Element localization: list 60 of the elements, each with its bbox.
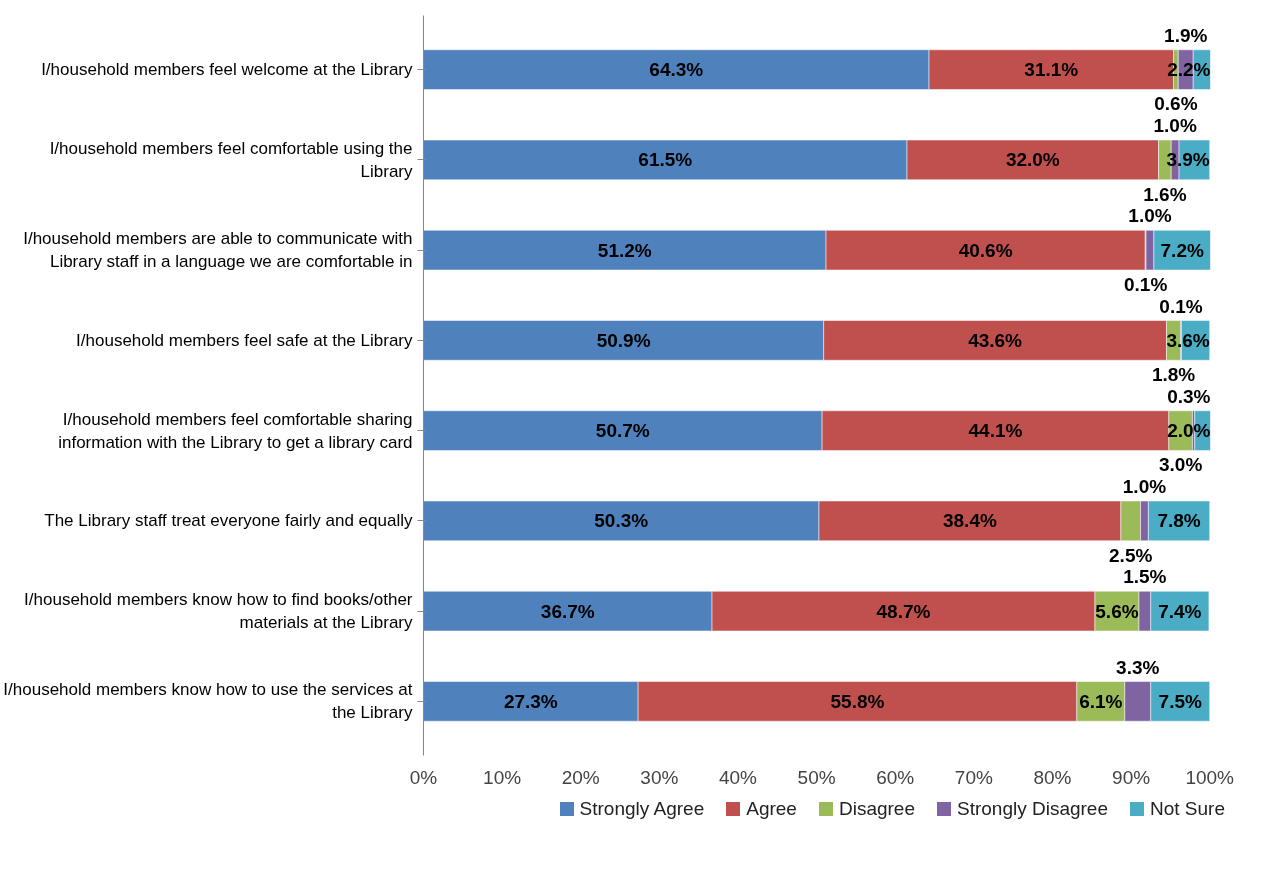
data-label: 0.6% xyxy=(1154,93,1198,115)
data-label: 0.1% xyxy=(1123,273,1168,295)
data-label: 1.5% xyxy=(1123,566,1167,588)
data-label: 5.6% xyxy=(1095,600,1139,622)
x-tick-label: 80% xyxy=(1033,766,1072,788)
x-tick-label: 0% xyxy=(409,766,438,788)
data-label: 36.7% xyxy=(540,600,595,622)
data-label: 43.6% xyxy=(968,329,1023,351)
x-tick-label: 70% xyxy=(954,766,993,788)
x-tick-label: 30% xyxy=(640,766,679,788)
data-label: 1.6% xyxy=(1143,183,1187,205)
x-tick-label: 60% xyxy=(876,766,915,788)
y-tick-label: I/household members feel comfortable using the Library xyxy=(49,138,413,181)
legend-label: Agree xyxy=(746,797,797,821)
data-label: 1.8% xyxy=(1151,364,1196,386)
y-tick-label: I/household members feel welcome at the Library xyxy=(41,60,413,80)
data-label: 64.3% xyxy=(649,59,704,81)
data-label: 50.3% xyxy=(594,510,649,532)
data-label: 61.5% xyxy=(638,149,693,171)
x-tick-label: 90% xyxy=(1112,766,1151,788)
data-label: 6.1% xyxy=(1079,690,1123,712)
data-label: 7.8% xyxy=(1157,510,1201,532)
data-label: 40.6% xyxy=(958,239,1013,261)
y-tick-label: I/household members are able to communicate with Library staff in a language we are comfortable in xyxy=(23,229,413,272)
data-label: 1.0% xyxy=(1128,205,1172,227)
data-label: 38.4% xyxy=(942,510,997,532)
data-label: 7.2% xyxy=(1160,239,1204,261)
data-label: 3.3% xyxy=(1116,656,1160,678)
data-label: 7.4% xyxy=(1158,600,1202,622)
legend-label: Not Sure xyxy=(1150,797,1225,821)
x-tick-label: 20% xyxy=(561,766,600,788)
data-label: 1.0% xyxy=(1122,476,1167,498)
legend-label: Disagree xyxy=(838,797,915,821)
data-label: 51.2% xyxy=(597,239,652,261)
data-label: 31.1% xyxy=(1024,59,1079,81)
data-label: 44.1% xyxy=(968,420,1023,442)
data-label: 1.0% xyxy=(1153,115,1197,137)
x-tick-label: 10% xyxy=(483,766,522,788)
x-tick-label: 50% xyxy=(797,766,836,788)
y-tick-label: I/household members know how to find books/other materials at the Library xyxy=(24,590,413,633)
data-label: 2.5% xyxy=(1109,544,1153,566)
x-tick-label: 100% xyxy=(1185,766,1235,788)
data-label: 27.3% xyxy=(503,690,558,712)
y-tick-label: I/household members know how to use the services at the Library xyxy=(3,680,413,723)
data-label: 50.9% xyxy=(596,329,651,351)
data-label: 0.3% xyxy=(1167,385,1211,407)
x-tick-label: 40% xyxy=(718,766,758,788)
data-label: 1.9% xyxy=(1164,24,1208,46)
y-tick-label: I/household members feel comfortable sharing information with the Library to get a library card xyxy=(58,409,413,452)
data-label: 55.8% xyxy=(830,690,885,712)
y-tick-label: I/household members feel safe at the Library xyxy=(76,330,413,350)
data-label: 50.7% xyxy=(595,420,650,442)
data-label: 7.5% xyxy=(1158,690,1202,712)
y-tick-label: The Library staff treat everyone fairly and equally xyxy=(44,511,413,531)
data-label: 32.0% xyxy=(1005,149,1060,171)
data-label: 3.0% xyxy=(1158,454,1203,476)
data-label: 0.1% xyxy=(1159,295,1203,317)
legend-label: Strongly Disagree xyxy=(956,797,1109,821)
data-label: 48.7% xyxy=(876,600,931,622)
legend-label: Strongly Agree xyxy=(579,797,705,821)
